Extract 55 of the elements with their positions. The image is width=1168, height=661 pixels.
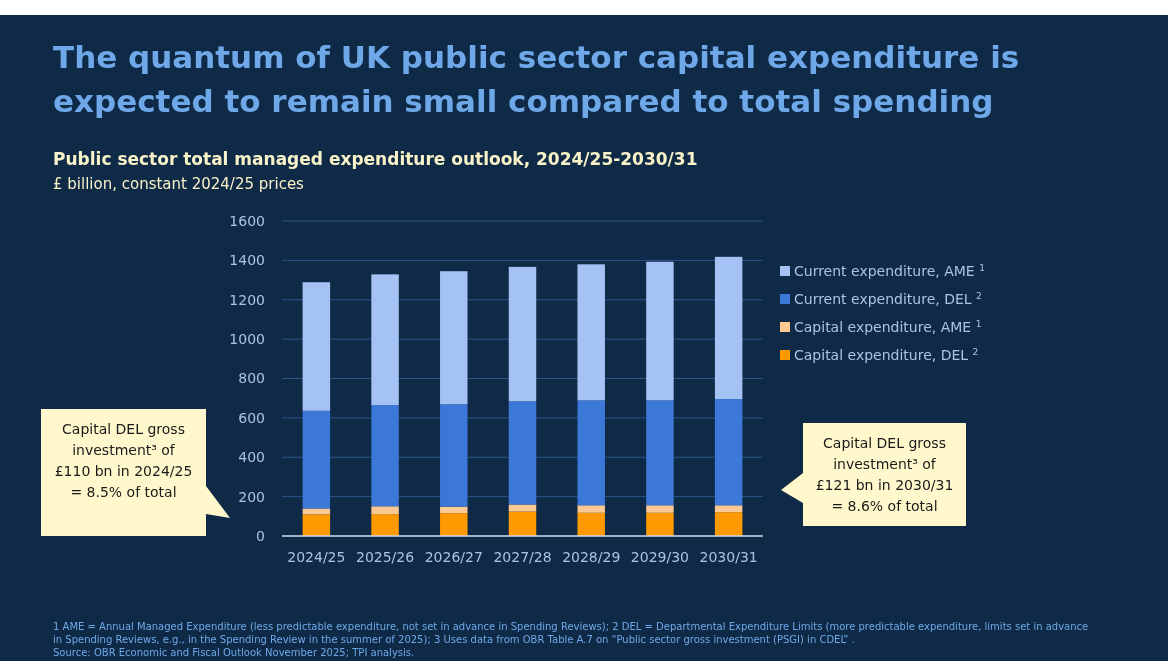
x-tick-label: 2024/25 xyxy=(287,549,346,565)
bar xyxy=(577,505,605,513)
chart-title: The quantum of UK public sector capital expenditure is expected to remain small compared to total spending xyxy=(53,39,1020,119)
bar xyxy=(302,410,331,509)
bar xyxy=(302,514,331,536)
y-tick-label: 1200 xyxy=(229,291,265,308)
y-tick-label: 800 xyxy=(238,370,265,387)
bar xyxy=(302,508,331,515)
bar xyxy=(371,274,399,406)
y-tick-label: 1600 xyxy=(229,212,265,229)
bar xyxy=(577,264,605,401)
bar xyxy=(508,504,537,512)
bar xyxy=(646,400,674,506)
y-axis-title: £ billion, constant 2024/25 prices xyxy=(53,175,305,193)
bar xyxy=(440,506,468,514)
legend-label: Current expenditure, DEL $^{2}$ xyxy=(794,291,982,307)
bar xyxy=(646,512,674,536)
bar xyxy=(440,404,468,507)
bar xyxy=(508,511,537,536)
legend-label: Capital expenditure, AME $^{1}$ xyxy=(794,319,982,335)
bar xyxy=(577,400,605,506)
x-tick-label: 2025/26 xyxy=(355,549,415,565)
x-tick-label: 2030/31 xyxy=(699,549,758,565)
bar xyxy=(714,398,743,506)
x-tick-label: 2029/30 xyxy=(630,549,690,565)
text: Capital DEL gross investment³ of £110 bn in 2024/25 = 8.5% of total xyxy=(54,421,193,500)
text: 1 AME = Annual Managed Expenditure (less predictable expenditure, not set in advance in Spending Reviews); 2 DEL = Departmental Expenditure Limits (more predictable expenditure, limits set in advance in Spending Reviews, e.g., in the Spending Review in the summer of 2025); 3 Uses data from OBR Table A.7 on “Public sector gross investment (PSGI) in CDEL” . xyxy=(53,621,1089,645)
chart-subtitle: Public sector total managed expenditure outlook, 2024/25-2030/31 xyxy=(53,149,698,169)
text: Capital DEL gross investment³ of £121 bn in 2030/31 = 8.6% of total xyxy=(815,435,954,514)
bar xyxy=(371,506,399,515)
y-tick-label: 0 xyxy=(256,527,265,544)
bar xyxy=(302,282,331,411)
x-tick-label: 2027/28 xyxy=(493,549,552,565)
bar xyxy=(714,505,743,513)
bar xyxy=(440,271,468,405)
legend-label: Current expenditure, AME $^{1}$ xyxy=(794,263,985,279)
x-tick-label: 2028/29 xyxy=(562,549,621,565)
y-tick-label: 200 xyxy=(238,488,265,505)
bar xyxy=(371,514,399,536)
legend-label: Capital expenditure, DEL $^{2}$ xyxy=(794,347,979,363)
bar xyxy=(714,256,743,399)
bar xyxy=(508,401,537,505)
y-tick-label: 1000 xyxy=(229,331,265,348)
bar xyxy=(577,512,605,536)
bar xyxy=(440,513,468,536)
source-note: Source: OBR Economic and Fiscal Outlook November 2025; TPI analysis. xyxy=(53,647,415,658)
y-tick-label: 1400 xyxy=(229,252,265,269)
y-tick-label: 600 xyxy=(238,409,265,426)
bar xyxy=(714,512,743,536)
bar xyxy=(646,261,674,401)
x-tick-label: 2026/27 xyxy=(424,549,483,565)
bar xyxy=(646,505,674,513)
bar xyxy=(371,405,399,507)
y-tick-label: 400 xyxy=(238,449,265,466)
bar xyxy=(508,266,537,402)
